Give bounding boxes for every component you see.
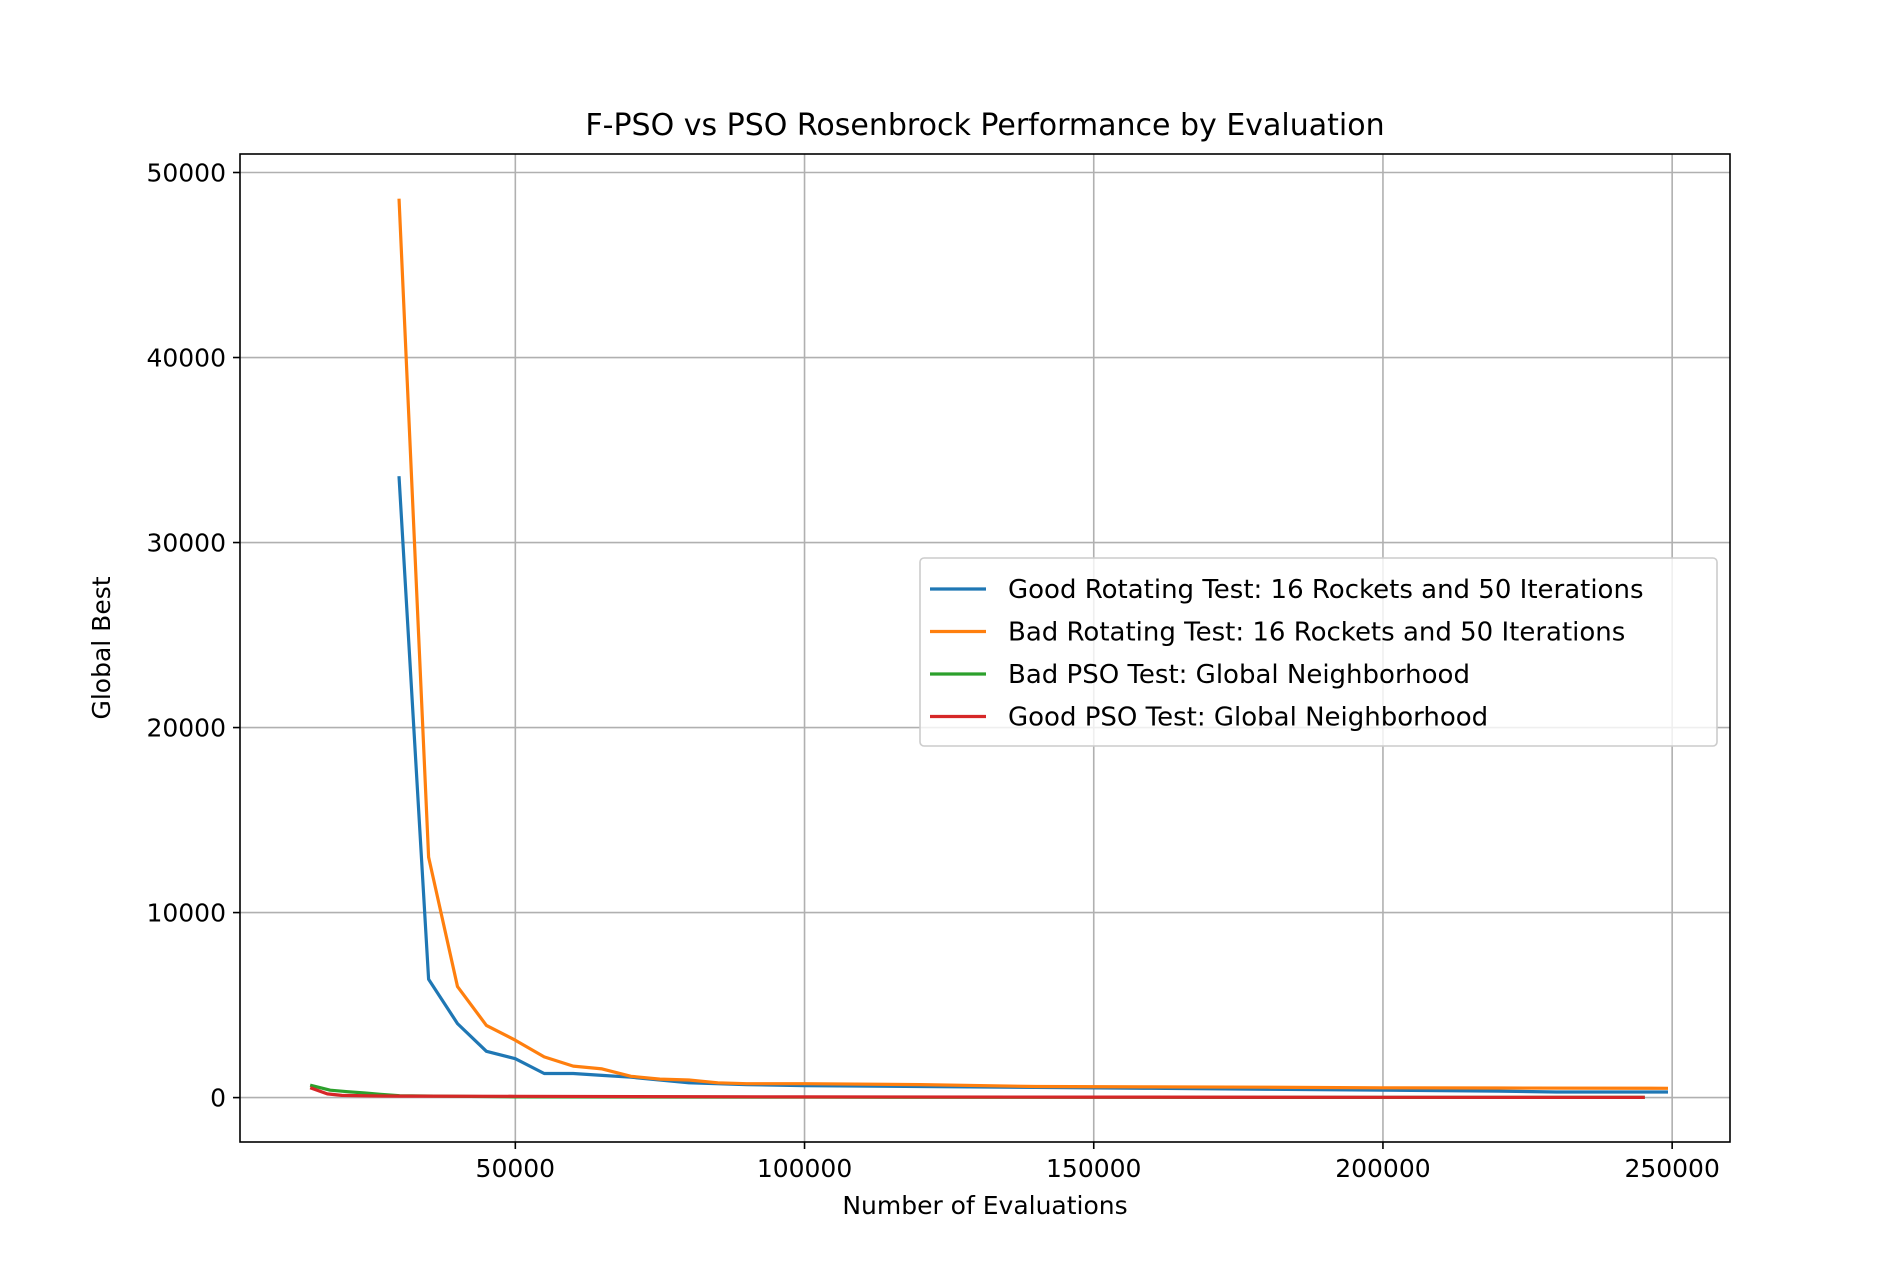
legend-label: Good PSO Test: Global Neighborhood [1008, 703, 1488, 733]
x-tick-label: 50000 [476, 1154, 556, 1183]
axis-ticks: 50000 100000 150000 200000 250000 0 10000 20000… [146, 159, 1719, 1183]
y-tick-label: 40000 [146, 344, 226, 373]
legend: Good Rotating Test: 16 Rockets and 50 It… [919, 557, 1718, 747]
legend-label: Bad Rotating Test: 16 Rockets and 50 Ite… [1008, 618, 1625, 648]
series-lines [309, 198, 1669, 1100]
y-tick-label: 50000 [146, 159, 226, 188]
x-axis-title: Number of Evaluations [842, 1191, 1127, 1220]
x-tick-label: 200000 [1335, 1154, 1430, 1183]
y-tick-label: 10000 [146, 899, 226, 928]
y-tick-label: 20000 [146, 714, 226, 743]
x-tick-label: 250000 [1624, 1154, 1719, 1183]
chart-title: F-PSO vs PSO Rosenbrock Performance by E… [585, 108, 1384, 143]
legend-label: Bad PSO Test: Global Neighborhood [1008, 660, 1470, 690]
series-line-1 [397, 476, 1669, 1094]
legend-label: Good Rotating Test: 16 Rockets and 50 It… [1008, 575, 1644, 605]
x-tick-label: 150000 [1046, 1154, 1141, 1183]
x-tick-label: 100000 [757, 1154, 852, 1183]
plot-frame [239, 153, 1731, 1143]
legend-box [919, 557, 1718, 747]
series-line-2 [397, 198, 1669, 1090]
y-tick-label: 0 [210, 1084, 226, 1113]
y-axis-title: Global Best [87, 576, 116, 719]
series-line-4 [309, 1086, 1645, 1100]
y-tick-label: 30000 [146, 529, 226, 558]
